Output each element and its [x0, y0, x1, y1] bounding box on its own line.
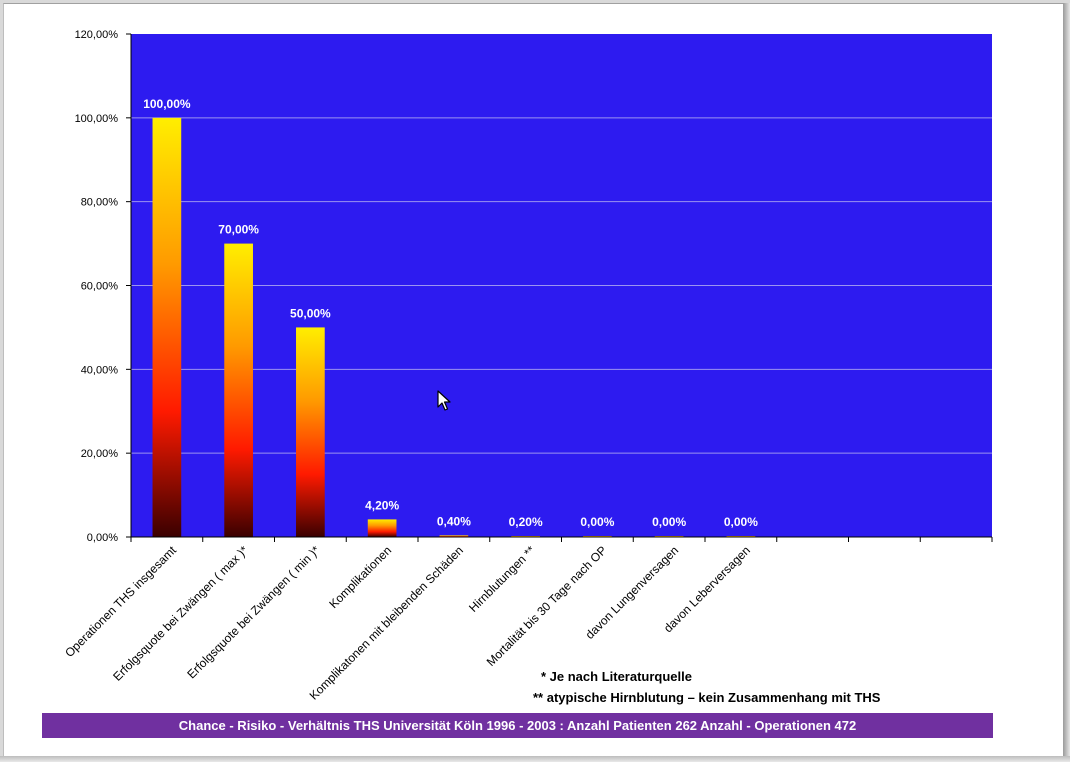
window-edge-bottom [0, 756, 1070, 762]
window-edge-right [1063, 3, 1070, 762]
data-label: 0,00% [724, 515, 758, 529]
bar [296, 327, 325, 537]
mouse-pointer-icon [437, 390, 451, 411]
data-label: 70,00% [218, 223, 259, 237]
y-tick-label: 60,00% [81, 281, 119, 293]
bar [367, 519, 397, 537]
data-label: 100,00% [143, 97, 191, 111]
bar [152, 117, 182, 537]
y-tick-label: 100,00% [75, 113, 119, 125]
data-label: 4,20% [365, 498, 399, 512]
y-tick-label: 20,00% [81, 448, 119, 460]
data-labels: 100,00% 70,00% 50,00% 4,20% 0,40% 0,20% 0,00% 0… [143, 97, 758, 529]
footnote-hemorrhage: ** atypische Hirnblutung – kein Zusammen… [533, 690, 881, 705]
bar [224, 243, 253, 538]
x-tick-label: Erfolgsquote bei Zwängen ( max )* [110, 543, 251, 684]
x-tick-label: Mortalität bis 30 Tage nach OP [484, 543, 610, 669]
y-tick-label: 120,00% [75, 29, 119, 41]
footnote-literature: * Je nach Literaturquelle [541, 669, 692, 684]
data-label: 0,00% [652, 515, 686, 529]
data-label: 0,00% [580, 515, 614, 529]
y-tick-labels: 0,00% 20,00% 40,00% 60,00% 80,00% 100,00% 120,… [75, 29, 131, 544]
bars [152, 117, 756, 538]
x-tick-label: Operationen THS insgesamt [62, 543, 179, 660]
bar [439, 535, 469, 537]
x-tick-label: Komplikatonen mit bleibenden Schäden [307, 543, 466, 700]
x-tick-label: Erfolgsquote bei Zwängen ( min )* [184, 543, 322, 681]
y-tick-label: 40,00% [81, 364, 119, 376]
data-label: 0,20% [509, 515, 543, 529]
data-label: 50,00% [290, 306, 331, 320]
x-tick-label: Komplikationen [326, 543, 394, 611]
x-tick-label: Hirnblutungen ** [466, 543, 538, 615]
bar-chart: 100,00%70,00%50,00%4,20%0,40% 0,20% 0,00% 0… [62, 29, 993, 700]
footer-banner: Chance - Risiko - Verhältnis THS Univers… [42, 713, 993, 738]
y-tick-label: 80,00% [81, 197, 119, 209]
gridlines [131, 117, 992, 454]
y-tick-label: 0,00% [87, 532, 118, 544]
data-label: 0,40% [437, 514, 471, 528]
